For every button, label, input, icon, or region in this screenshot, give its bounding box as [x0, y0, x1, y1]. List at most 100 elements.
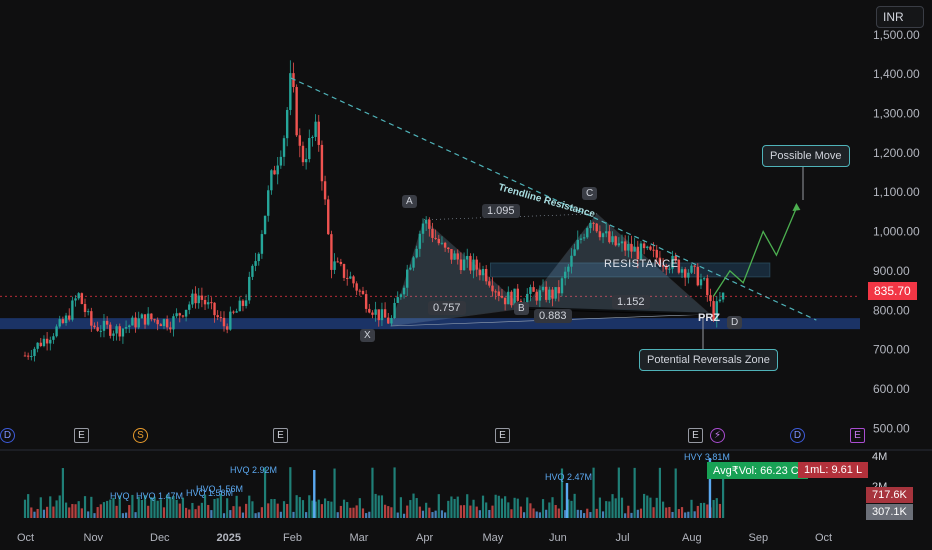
point-a-tag: A: [402, 195, 417, 208]
volume-bar: [137, 496, 140, 518]
volume-bar: [425, 502, 428, 518]
candle-body: [573, 249, 576, 256]
volume-bar: [513, 497, 516, 518]
candle-body: [586, 228, 589, 238]
price-tick-label: 500.00: [873, 421, 910, 435]
candle-body: [181, 315, 185, 317]
volume-bar: [431, 512, 434, 518]
volume-bar: [27, 494, 30, 518]
volume-bar: [614, 498, 617, 518]
ratio-ac: 1.095: [482, 204, 520, 218]
volume-bar: [564, 510, 567, 518]
candle-body: [311, 136, 314, 139]
candle-body: [109, 324, 112, 336]
candle-body: [544, 286, 548, 300]
earnings-marker[interactable]: E: [74, 428, 89, 443]
ml-badge: 1mL: 9.61 L: [798, 462, 869, 478]
dividend-marker[interactable]: D: [790, 428, 805, 443]
candle-body: [314, 121, 317, 137]
dividend-marker[interactable]: D: [0, 428, 15, 443]
potential-reversal-callout[interactable]: Potential Reversals Zone: [639, 349, 778, 371]
candle-body: [491, 285, 494, 292]
candle-body: [64, 315, 68, 324]
volume-bar: [178, 503, 181, 518]
volume-bar: [143, 495, 147, 518]
hvq-label: HVQ: [110, 491, 130, 501]
candle-body: [551, 289, 554, 299]
candle-body: [617, 243, 621, 246]
volume-bar: [519, 506, 523, 518]
volume-bar: [538, 512, 541, 518]
candle-body: [260, 234, 264, 254]
candle-body: [128, 325, 131, 328]
volume-bar: [466, 494, 469, 518]
volume-bar: [383, 504, 387, 518]
candle-body: [61, 319, 65, 324]
volume-bar: [276, 503, 279, 518]
volume-bar: [210, 510, 213, 518]
volume-bar: [598, 497, 601, 518]
candle-body: [472, 259, 475, 271]
volume-bar: [668, 507, 671, 518]
candle-body: [532, 287, 535, 292]
candle-body: [222, 317, 226, 327]
flash-event-icon[interactable]: ⚡: [710, 428, 725, 443]
earnings-marker[interactable]: E: [495, 428, 510, 443]
volume-bar: [102, 502, 106, 518]
candle-body: [336, 261, 339, 263]
candle-body: [235, 311, 238, 313]
candle-body: [301, 145, 305, 163]
volume-bar: [680, 507, 684, 518]
earnings-marker[interactable]: E: [688, 428, 703, 443]
split-marker[interactable]: S: [133, 428, 148, 443]
time-tick-label: Sep: [749, 532, 769, 544]
price-scale[interactable]: 1,500.00 1,400.00 1,300.00 1,200.00 1,100.00…: [873, 28, 920, 436]
candle-body: [475, 259, 478, 270]
candle-body: [636, 246, 639, 260]
candle-body: [412, 257, 415, 268]
volume-bar: [658, 467, 662, 518]
candle-body: [42, 338, 46, 347]
candle-body: [668, 268, 671, 270]
volume-bar: [23, 499, 27, 518]
candle-body: [696, 266, 700, 286]
volume-bar: [529, 503, 532, 518]
possible-move-callout[interactable]: Possible Move: [762, 145, 850, 167]
volume-bar: [134, 512, 137, 518]
volume-bar: [687, 511, 690, 518]
candle-body: [630, 243, 633, 252]
candle-body: [159, 324, 163, 327]
earnings-marker[interactable]: E: [850, 428, 865, 443]
volume-bar: [409, 500, 412, 518]
currency-selector[interactable]: INR: [876, 6, 924, 28]
candle-body: [165, 319, 169, 328]
volume-bar: [320, 504, 324, 518]
volume-bar: [33, 511, 36, 518]
candle-body: [279, 156, 283, 166]
volume-bar: [83, 496, 87, 518]
candle-body: [601, 233, 605, 238]
candle-body: [661, 265, 665, 267]
volume-bar: [469, 505, 472, 518]
candle-body: [709, 295, 712, 302]
volume-bar: [61, 468, 65, 518]
candle-body: [30, 356, 33, 358]
candle-body: [715, 301, 718, 320]
candle-body: [605, 231, 608, 234]
candle-body: [169, 327, 172, 330]
candle-body: [317, 121, 320, 145]
time-scale[interactable]: Oct Nov Dec 2025 Feb Mar Apr May Jun Jul Aug Sep Oct: [17, 532, 832, 544]
candle-body: [462, 259, 466, 271]
volume-bar: [522, 512, 526, 518]
candle-body: [352, 276, 355, 284]
earnings-marker[interactable]: E: [273, 428, 288, 443]
candle-body: [450, 249, 453, 260]
volume-bar: [301, 500, 305, 518]
candle-body: [516, 288, 519, 301]
candle-body: [548, 289, 551, 300]
volume-bar: [251, 501, 254, 518]
time-tick-label: 2025: [217, 532, 241, 544]
candle-body: [320, 144, 324, 182]
volume-bar: [342, 499, 346, 518]
